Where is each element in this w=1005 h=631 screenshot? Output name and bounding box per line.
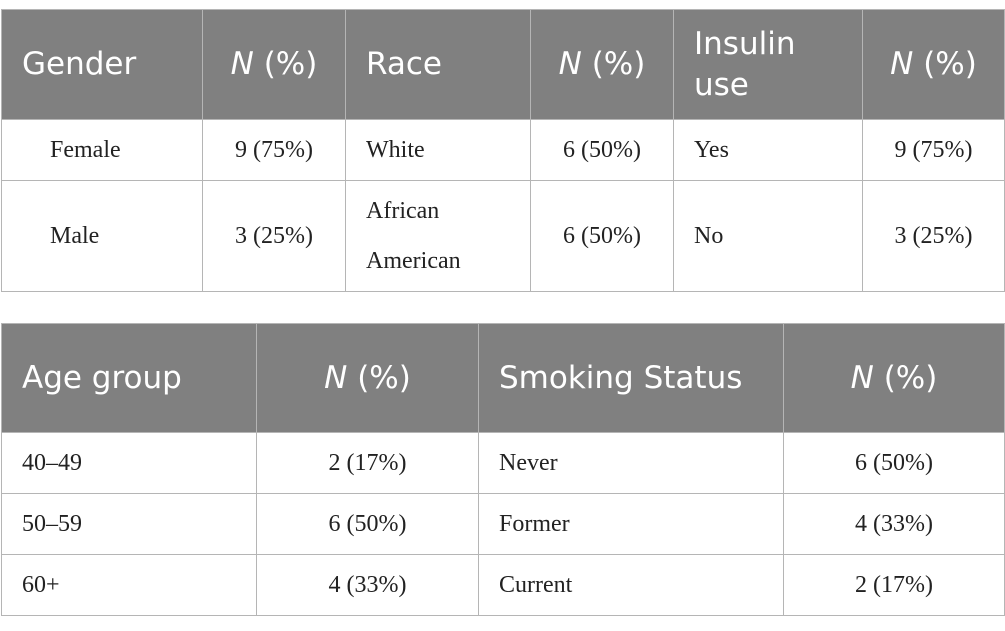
smoking-count-cell: 2 (17%)	[783, 554, 1005, 616]
gender-cell: Male	[1, 180, 203, 292]
race-count-cell: 6 (50%)	[530, 180, 674, 292]
smoking-cell: Never	[478, 432, 784, 494]
header-percent: (%)	[347, 359, 411, 396]
table-row: 60+ 4 (33%) Current 2 (17%)	[1, 554, 1005, 616]
age-count-cell: 6 (50%)	[256, 493, 479, 555]
race-cell: White	[345, 119, 531, 181]
race-cell: African American	[345, 180, 531, 292]
smoking-count-cell: 6 (50%)	[783, 432, 1005, 494]
table-row: 40–49 2 (17%) Never 6 (50%)	[1, 432, 1005, 494]
header-row: Gender N (%) Race N (%) Insulin use N (%…	[1, 9, 1005, 120]
table-row: Male 3 (25%) African American 6 (50%) No…	[1, 180, 1005, 292]
header-n-percent: N (%)	[256, 323, 479, 433]
insulin-count-cell: 9 (75%)	[862, 119, 1005, 181]
header-n-percent: N (%)	[783, 323, 1005, 433]
smoking-count-cell: 4 (33%)	[783, 493, 1005, 555]
table-row: Female 9 (75%) White 6 (50%) Yes 9 (75%)	[1, 119, 1005, 181]
header-n: N	[324, 359, 348, 396]
age-cell: 40–49	[1, 432, 257, 494]
header-percent: (%)	[581, 46, 646, 82]
table-row: 50–59 6 (50%) Former 4 (33%)	[1, 493, 1005, 555]
header-percent: (%)	[253, 46, 318, 82]
header-smoking-status: Smoking Status	[478, 323, 784, 433]
age-count-cell: 2 (17%)	[256, 432, 479, 494]
header-n-percent: N (%)	[202, 9, 346, 120]
header-gender: Gender	[1, 9, 203, 120]
header-row: Age group N (%) Smoking Status N (%)	[1, 323, 1005, 433]
race-count-cell: 6 (50%)	[530, 119, 674, 181]
header-age-group: Age group	[1, 323, 257, 433]
header-insulin-use: Insulin use	[673, 9, 863, 120]
header-n: N	[850, 359, 874, 396]
smoking-cell: Former	[478, 493, 784, 555]
header-race: Race	[345, 9, 531, 120]
gender-count-cell: 3 (25%)	[202, 180, 346, 292]
header-percent: (%)	[913, 46, 977, 82]
header-n: N	[230, 46, 254, 82]
header-n-percent: N (%)	[530, 9, 674, 120]
smoking-cell: Current	[478, 554, 784, 616]
demographics-table: Gender N (%) Race N (%) Insulin use N (%…	[1, 9, 1005, 292]
age-smoking-table: Age group N (%) Smoking Status N (%) 40–…	[1, 323, 1005, 616]
age-cell: 60+	[1, 554, 257, 616]
age-cell: 50–59	[1, 493, 257, 555]
gender-count-cell: 9 (75%)	[202, 119, 346, 181]
header-percent: (%)	[873, 359, 938, 396]
age-count-cell: 4 (33%)	[256, 554, 479, 616]
header-n: N	[890, 46, 914, 82]
insulin-cell: No	[673, 180, 863, 292]
gender-cell: Female	[1, 119, 203, 181]
header-n: N	[558, 46, 582, 82]
header-n-percent: N (%)	[862, 9, 1005, 120]
insulin-count-cell: 3 (25%)	[862, 180, 1005, 292]
insulin-cell: Yes	[673, 119, 863, 181]
